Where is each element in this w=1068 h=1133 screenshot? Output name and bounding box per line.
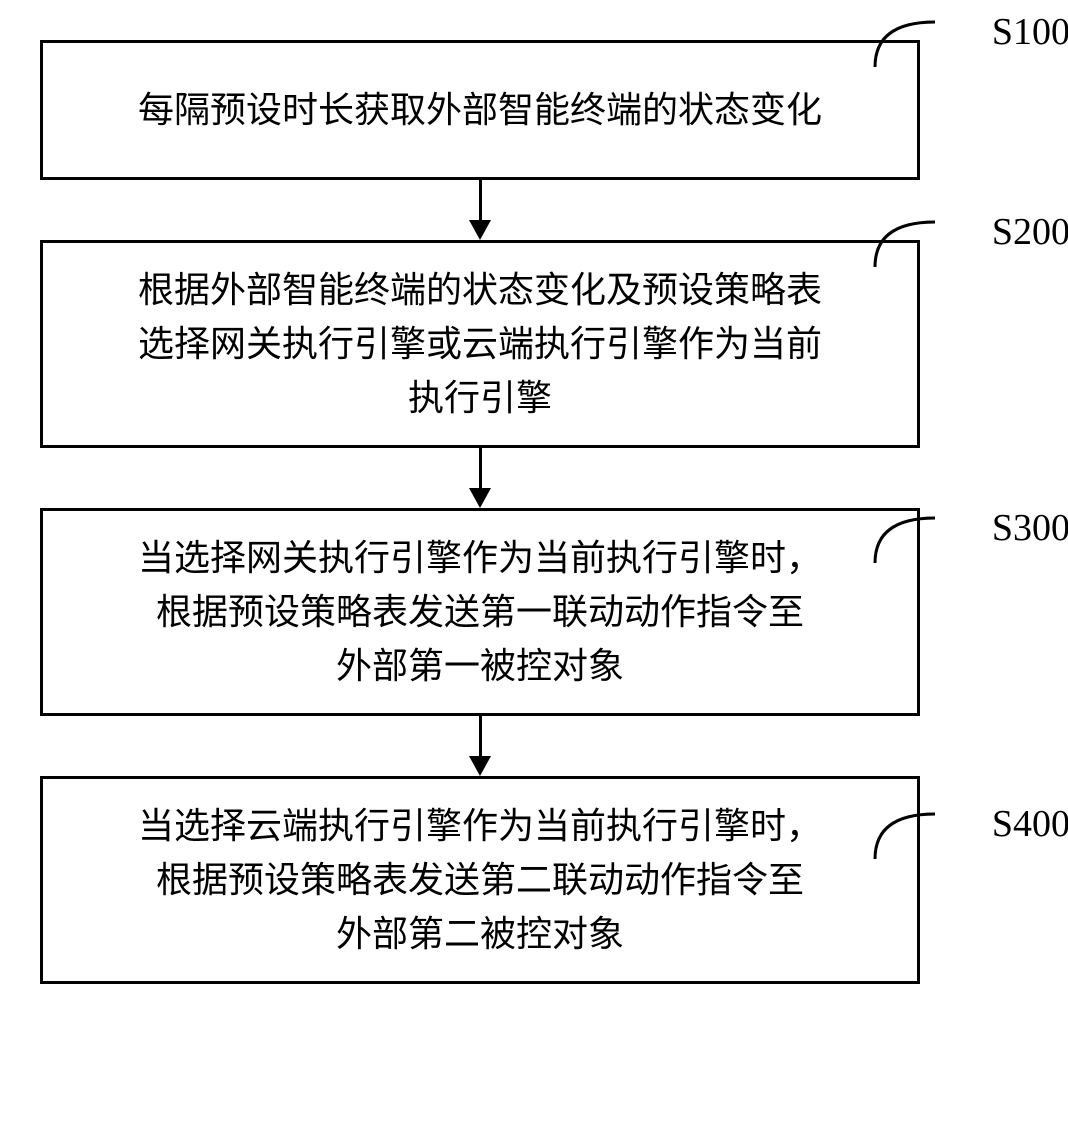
flowchart-container: 每隔预设时长获取外部智能终端的状态变化 S100 根据外部智能终端的状态变化及预… [40,40,920,984]
curve-connector-s100 [870,12,940,72]
flow-box-s300: 当选择网关执行引擎作为当前执行引擎时， 根据预设策略表发送第一联动动作指令至 外… [40,508,920,716]
flow-box-s100: 每隔预设时长获取外部智能终端的状态变化 [40,40,920,180]
arrow-head [469,220,491,240]
flow-box-text-s200-line3: 执行引擎 [67,371,893,425]
arrow-s100-s200 [40,180,920,240]
arrow-line [479,180,482,222]
step-label-s100: S100 [992,10,1068,54]
flow-box-s200: 根据外部智能终端的状态变化及预设策略表 选择网关执行引擎或云端执行引擎作为当前 … [40,240,920,448]
flow-box-text-s200-line1: 根据外部智能终端的状态变化及预设策略表 [67,263,893,317]
step-label-s300: S300 [992,506,1068,550]
arrow-s300-s400 [40,716,920,776]
step-label-s200: S200 [992,210,1068,254]
flow-box-text-s100: 每隔预设时长获取外部智能终端的状态变化 [138,83,822,137]
curve-connector-s300 [870,508,940,568]
flow-box-text-s300-line2: 根据预设策略表发送第一联动动作指令至 [67,585,893,639]
arrow-head [469,756,491,776]
flow-box-text-s400-line2: 根据预设策略表发送第二联动动作指令至 [67,853,893,907]
flow-box-text-s300-line1: 当选择网关执行引擎作为当前执行引擎时， [67,531,893,585]
flow-box-text-s400-line1: 当选择云端执行引擎作为当前执行引擎时， [67,799,893,853]
flow-box-text-s300-line3: 外部第一被控对象 [67,639,893,693]
flow-box-s400: 当选择云端执行引擎作为当前执行引擎时， 根据预设策略表发送第二联动动作指令至 外… [40,776,920,984]
arrow-s200-s300 [40,448,920,508]
flow-box-text-s200-line2: 选择网关执行引擎或云端执行引擎作为当前 [67,317,893,371]
flow-box-text-s400-line3: 外部第二被控对象 [67,907,893,961]
curve-connector-s200 [870,212,940,272]
curve-connector-s400 [870,804,940,864]
arrow-head [469,488,491,508]
arrow-line [479,448,482,490]
step-label-s400: S400 [992,802,1068,846]
arrow-line [479,716,482,758]
